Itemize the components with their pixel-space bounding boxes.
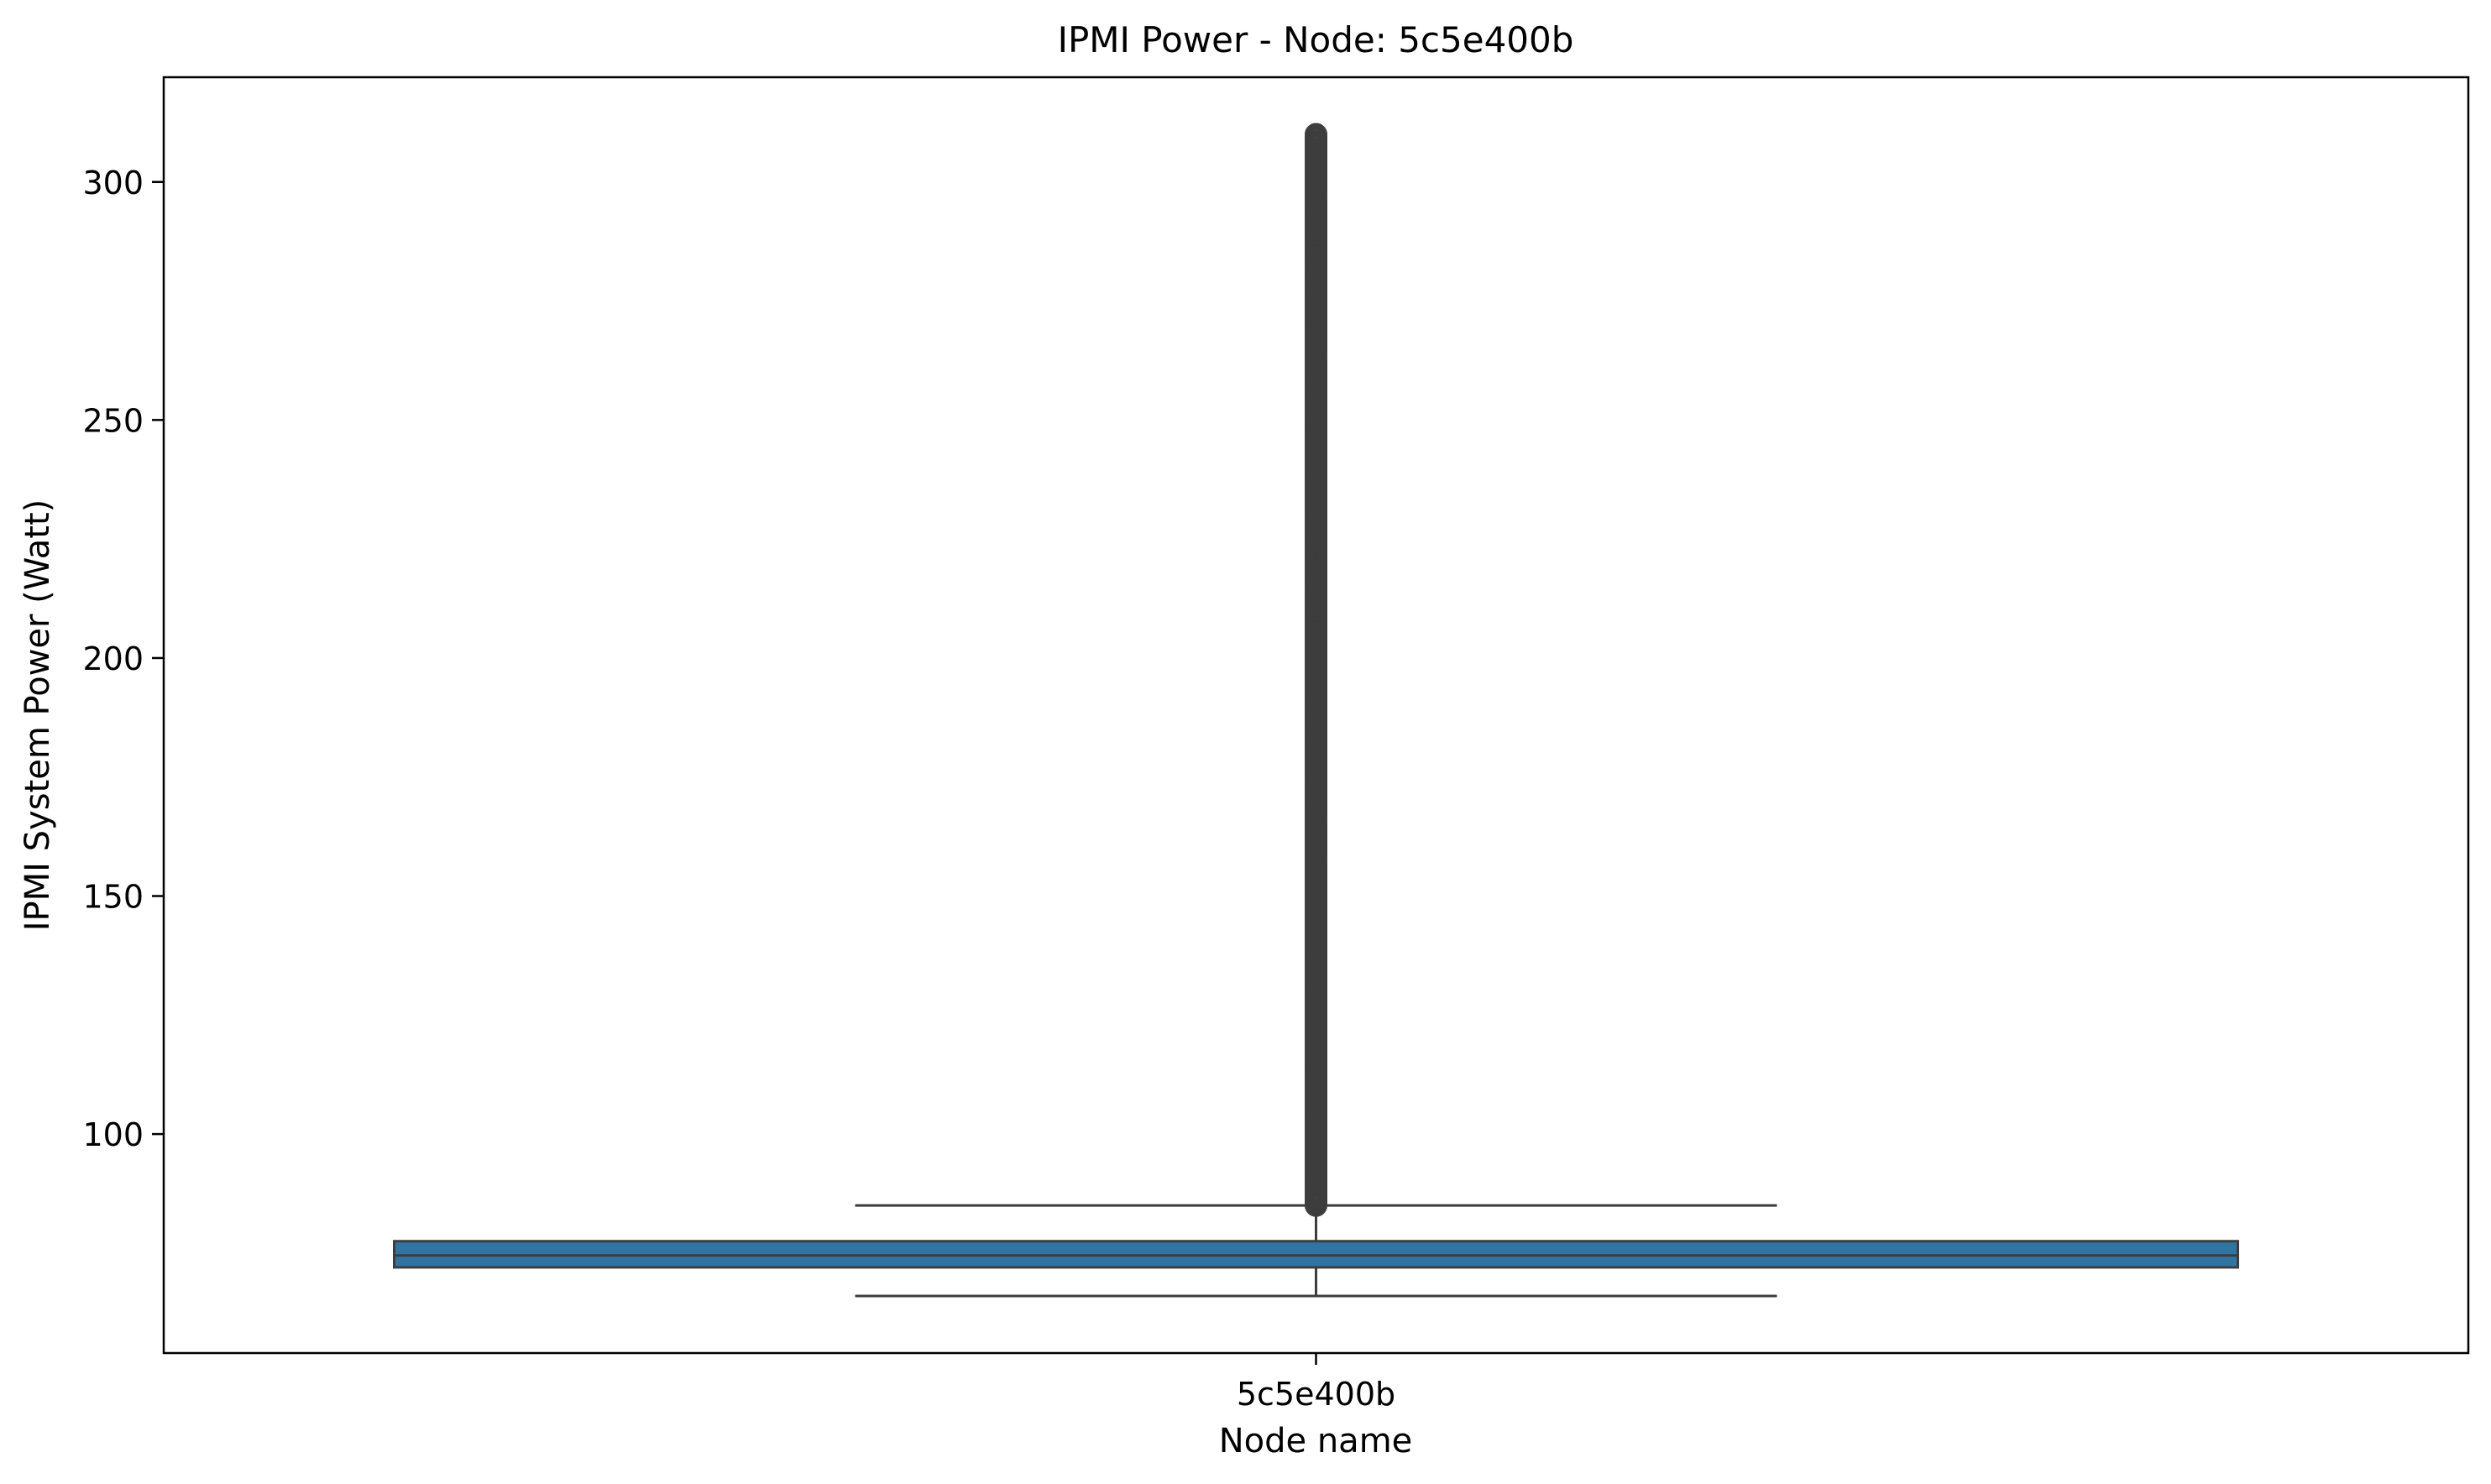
y-tick-label: 200 xyxy=(82,640,144,677)
outlier-point xyxy=(1305,123,1327,146)
y-axis: 100 150 200 250 300 xyxy=(82,165,164,1153)
y-tick-label: 300 xyxy=(82,165,144,201)
y-tick-label: 150 xyxy=(82,879,144,916)
plot-content xyxy=(393,123,2239,1298)
y-tick-label: 100 xyxy=(82,1116,144,1153)
outlier-points xyxy=(1305,123,1327,1217)
x-axis-label: Node name xyxy=(1219,1422,1413,1460)
y-tick-label: 250 xyxy=(82,402,144,439)
chart-title: IPMI Power - Node: 5c5e400b xyxy=(1058,19,1574,60)
x-axis: 5c5e400b xyxy=(1237,1353,1395,1413)
y-axis-label: IPMI System Power (Watt) xyxy=(18,499,57,932)
x-tick-label: 5c5e400b xyxy=(1237,1376,1395,1413)
